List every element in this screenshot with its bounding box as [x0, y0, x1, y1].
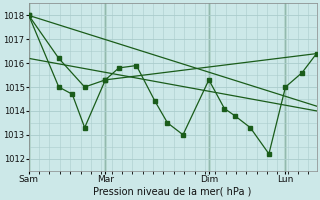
- X-axis label: Pression niveau de la mer( hPa ): Pression niveau de la mer( hPa ): [93, 187, 252, 197]
